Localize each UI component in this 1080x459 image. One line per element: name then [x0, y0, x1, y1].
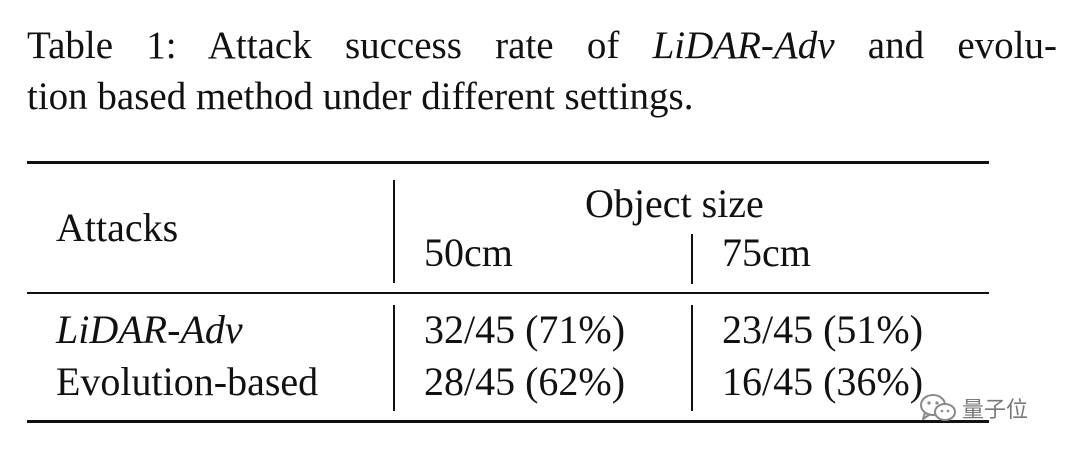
- row-label-lidar-adv: LiDAR-Adv: [56, 307, 243, 352]
- wechat-icon: [920, 394, 956, 421]
- column-header-50cm: 50cm: [424, 230, 513, 275]
- caption-text: and evolu-: [834, 24, 1057, 67]
- watermark-text: 量子位: [962, 398, 1029, 423]
- table-caption: Table 1: Attack success rate of LiDAR-Ad…: [27, 20, 1057, 122]
- watermark: 量子位: [918, 392, 1028, 424]
- caption-method-name: LiDAR-Adv: [652, 24, 835, 67]
- cell-lidar-adv-75cm: 23/45 (51%): [722, 307, 924, 352]
- cell-lidar-adv-50cm: 32/45 (71%): [424, 307, 626, 352]
- column-divider: [393, 305, 395, 411]
- group-header-object-size: Object size: [585, 181, 764, 226]
- caption-line-1: Table 1: Attack success rate of LiDAR-Ad…: [27, 20, 1057, 71]
- column-header-75cm: 75cm: [722, 230, 811, 275]
- column-divider: [393, 180, 395, 283]
- cell-evolution-based-50cm: 28/45 (62%): [424, 359, 626, 404]
- caption-line-2: tion based method under different settin…: [27, 75, 694, 118]
- column-divider: [691, 234, 693, 284]
- table-header-rule: [27, 292, 989, 294]
- table-top-rule: [27, 161, 989, 164]
- table-bottom-rule: [27, 420, 989, 423]
- row-label-evolution-based: Evolution-based: [56, 359, 319, 404]
- column-divider: [691, 305, 693, 411]
- cell-evolution-based-75cm: 16/45 (36%): [722, 359, 924, 404]
- caption-text: Table 1: Attack success rate of: [27, 24, 653, 67]
- row-header-attacks: Attacks: [56, 205, 179, 250]
